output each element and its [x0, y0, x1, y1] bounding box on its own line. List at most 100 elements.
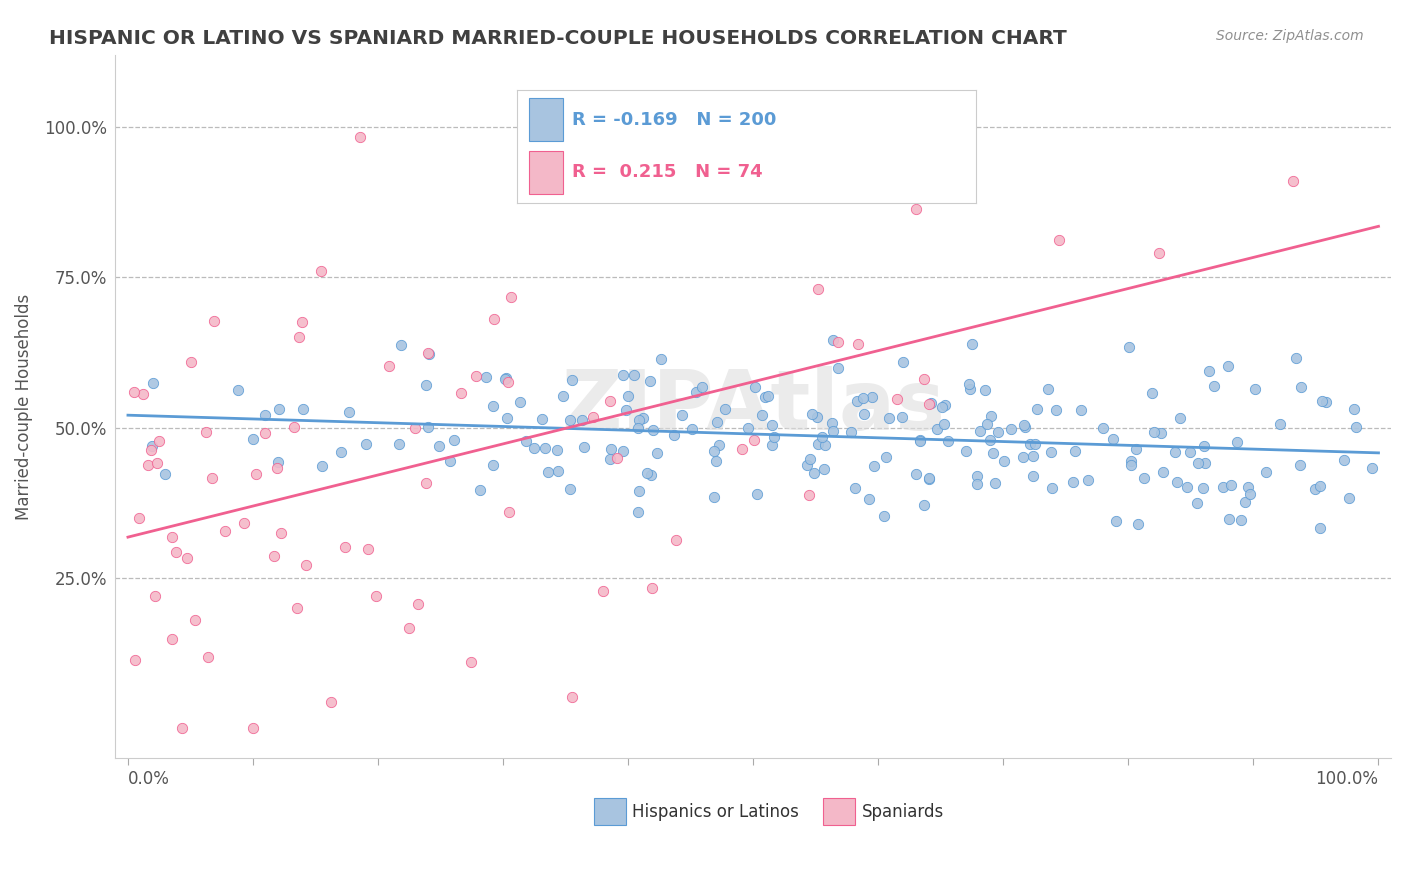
Point — [197, 650, 219, 665]
Point — [1062, 475, 1084, 489]
Point — [1333, 453, 1355, 467]
Point — [1282, 174, 1305, 188]
Point — [814, 438, 837, 452]
Point — [1239, 487, 1261, 501]
Point — [558, 413, 581, 427]
Point — [863, 459, 886, 474]
Point — [797, 488, 820, 502]
Point — [571, 413, 593, 427]
Point — [606, 451, 628, 466]
Point — [612, 444, 634, 458]
Point — [893, 355, 915, 369]
Point — [1216, 359, 1239, 373]
Point — [641, 423, 664, 437]
Point — [993, 454, 1015, 468]
Point — [404, 421, 426, 435]
Point — [1126, 517, 1149, 532]
Text: Hispanics or Latinos: Hispanics or Latinos — [633, 803, 799, 821]
Point — [627, 505, 650, 519]
Point — [747, 487, 769, 501]
Point — [561, 690, 583, 704]
Point — [1045, 403, 1067, 417]
Point — [138, 458, 160, 472]
Point — [1212, 479, 1234, 493]
Point — [936, 434, 959, 448]
Point — [762, 430, 785, 444]
Point — [1337, 491, 1360, 505]
Point — [955, 186, 977, 201]
Point — [890, 410, 912, 425]
Point — [1133, 471, 1156, 485]
Point — [1343, 401, 1365, 416]
Point — [650, 352, 672, 367]
Point — [1036, 382, 1059, 396]
Point — [176, 550, 198, 565]
Point — [704, 454, 727, 468]
Point — [846, 336, 869, 351]
Text: 0.0%: 0.0% — [128, 771, 170, 789]
Point — [665, 533, 688, 547]
Point — [1309, 521, 1331, 535]
Point — [128, 511, 150, 525]
Point — [1166, 475, 1188, 489]
Point — [714, 401, 737, 416]
Point — [309, 264, 332, 278]
Point — [160, 530, 183, 544]
Point — [1000, 422, 1022, 436]
Point — [418, 420, 440, 434]
Point — [627, 413, 650, 427]
Point — [572, 440, 595, 454]
Point — [599, 394, 621, 409]
Point — [918, 472, 941, 486]
Point — [799, 452, 821, 467]
Text: Spaniards: Spaniards — [862, 803, 943, 821]
Bar — [824, 798, 855, 825]
Point — [1194, 456, 1216, 470]
Point — [537, 465, 560, 479]
Point — [242, 721, 264, 735]
Point — [846, 394, 869, 409]
Point — [623, 368, 645, 382]
Point — [214, 524, 236, 538]
Point — [1150, 425, 1173, 440]
Point — [980, 409, 1002, 423]
Point — [389, 338, 412, 352]
Point — [349, 130, 371, 145]
Point — [523, 441, 546, 455]
Point — [934, 398, 956, 412]
Point — [364, 589, 387, 603]
Point — [811, 430, 834, 444]
Point — [742, 433, 765, 447]
Point — [1163, 445, 1185, 459]
Point — [233, 516, 256, 530]
Point — [132, 387, 155, 401]
Point — [201, 471, 224, 485]
Point — [821, 416, 844, 430]
Point — [1310, 394, 1333, 409]
Point — [852, 392, 875, 406]
Point — [806, 409, 828, 424]
Point — [886, 392, 908, 407]
Point — [148, 434, 170, 449]
Point — [1142, 425, 1164, 439]
Point — [515, 434, 537, 448]
Point — [796, 458, 818, 472]
Point — [600, 442, 623, 457]
Point — [1018, 436, 1040, 450]
Point — [509, 395, 531, 409]
Text: 100.0%: 100.0% — [1316, 771, 1378, 789]
Point — [813, 462, 835, 476]
Point — [1077, 473, 1099, 487]
Point — [172, 721, 194, 735]
Text: Source: ZipAtlas.com: Source: ZipAtlas.com — [1216, 29, 1364, 43]
Point — [146, 456, 169, 470]
Point — [245, 467, 267, 481]
Point — [202, 314, 225, 328]
Point — [1234, 495, 1257, 509]
Point — [195, 425, 218, 440]
Point — [1125, 442, 1147, 456]
Point — [823, 425, 845, 439]
Point — [912, 498, 935, 512]
Point — [288, 330, 311, 344]
Point — [860, 390, 883, 404]
